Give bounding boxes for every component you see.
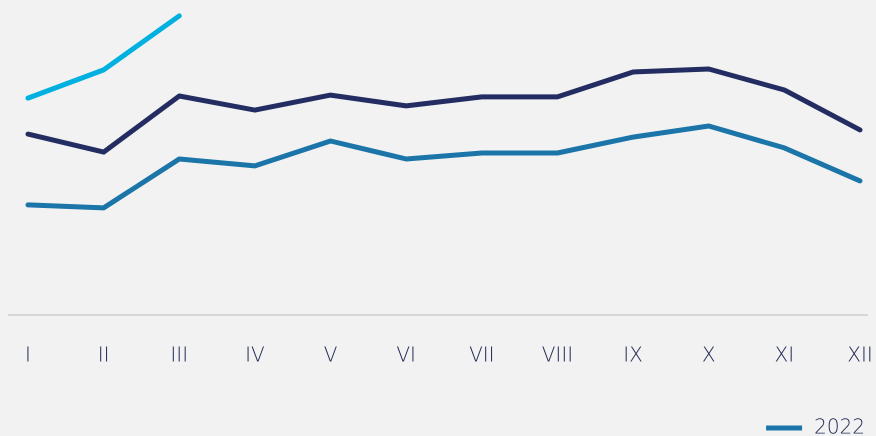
x-tick-label: III — [170, 343, 188, 367]
x-tick-label: XI — [775, 343, 795, 367]
legend-label: 2022 — [814, 415, 865, 436]
x-tick-label: VIII — [542, 343, 573, 367]
x-tick-label: IX — [623, 343, 643, 367]
series-line — [25, 13, 182, 101]
series-line — [25, 123, 863, 211]
x-tick-label: VI — [396, 343, 416, 367]
x-tick-label: IV — [245, 343, 265, 367]
x-tick-label: I — [25, 343, 31, 367]
x-tick-label: VII — [469, 343, 494, 367]
x-tick-label: X — [702, 343, 716, 367]
x-tick-label: II — [98, 343, 110, 367]
series-line — [25, 66, 863, 155]
x-tick-label: V — [324, 343, 338, 367]
x-tick-label: XII — [847, 343, 873, 367]
